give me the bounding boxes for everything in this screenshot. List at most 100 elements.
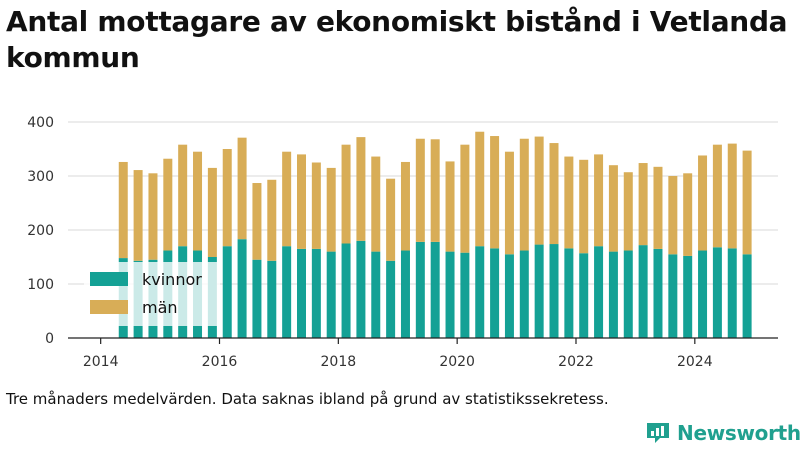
bar-kvinnor	[356, 240, 366, 338]
bar-kvinnor	[638, 245, 648, 338]
bar-man	[564, 156, 574, 249]
bar-kvinnor	[549, 244, 559, 338]
bar-man	[356, 137, 366, 241]
legend-label-man: män	[142, 298, 178, 317]
bar-kvinnor	[698, 250, 708, 338]
bar-kvinnor	[371, 251, 381, 338]
bar-man	[608, 165, 618, 252]
bar-man	[519, 138, 529, 251]
legend-swatch-man	[90, 300, 128, 314]
bar-man	[727, 143, 737, 249]
bar-man	[653, 166, 663, 249]
bar-kvinnor	[445, 251, 455, 338]
bar-man	[341, 144, 351, 244]
bar-man	[311, 162, 321, 249]
bar-man	[490, 136, 500, 249]
bar-kvinnor	[386, 260, 396, 338]
bar-kvinnor	[683, 255, 693, 338]
x-tick-label: 2018	[321, 354, 357, 370]
bar-kvinnor	[311, 248, 321, 338]
bar-kvinnor	[415, 241, 425, 338]
bar-kvinnor	[237, 239, 247, 338]
bar-man	[594, 154, 604, 247]
bar-kvinnor	[653, 248, 663, 338]
bar-man	[623, 172, 633, 251]
bar-kvinnor	[400, 250, 410, 338]
y-tick-label: 200	[27, 223, 54, 239]
bar-man	[415, 138, 425, 242]
bar-man	[282, 151, 292, 247]
bar-kvinnor	[296, 248, 306, 338]
bar-man	[237, 137, 247, 240]
bar-man	[400, 161, 410, 251]
bar-man	[579, 159, 589, 254]
bar-kvinnor	[712, 247, 722, 338]
x-tick-label: 2014	[83, 354, 119, 370]
bar-man	[445, 161, 455, 252]
brand-name: Newsworthy	[677, 421, 800, 445]
bar-man	[460, 144, 470, 253]
chart-title: Antal mottagare av ekonomiskt bistånd i …	[6, 5, 788, 74]
bar-man	[118, 161, 128, 259]
y-tick-label: 300	[27, 169, 54, 185]
y-tick-label: 100	[27, 277, 54, 293]
y-tick-label: 400	[27, 115, 54, 131]
bar-kvinnor	[594, 246, 604, 338]
bar-kvinnor	[460, 252, 470, 338]
y-tick-label: 0	[45, 331, 54, 347]
bar-man	[222, 149, 232, 247]
legend-label-kvinnor: kvinnor	[142, 270, 202, 289]
bar-man	[371, 156, 381, 252]
bar-man	[207, 167, 217, 257]
x-tick-label: 2022	[558, 354, 594, 370]
bar-kvinnor	[222, 246, 232, 338]
legend-swatch-kvinnor	[90, 272, 128, 286]
bar-man	[148, 173, 158, 260]
chart-footnote: Tre månaders medelvärden. Data saknas ib…	[6, 390, 609, 408]
bar-man	[638, 163, 648, 246]
bar-kvinnor	[475, 246, 485, 338]
bar-kvinnor	[341, 243, 351, 338]
bar-kvinnor	[326, 251, 336, 338]
bar-man	[296, 154, 306, 249]
bar-kvinnor	[534, 244, 544, 338]
bar-man	[430, 139, 440, 242]
brand-logo[interactable]: Newsworthy	[645, 420, 800, 446]
bar-kvinnor	[608, 251, 618, 338]
bar-kvinnor	[267, 260, 277, 338]
bar-man	[742, 150, 752, 255]
bar-man	[683, 173, 693, 256]
bar-kvinnor	[623, 250, 633, 338]
bar-kvinnor	[252, 259, 262, 338]
x-tick-label: 2024	[677, 354, 713, 370]
bar-man	[712, 144, 722, 248]
bar-kvinnor	[430, 241, 440, 338]
bar-man	[252, 183, 262, 260]
bar-man	[475, 131, 485, 247]
bar-man	[163, 158, 173, 251]
bar-kvinnor	[564, 248, 574, 338]
bar-kvinnor	[504, 254, 514, 338]
x-tick-label: 2016	[202, 354, 238, 370]
legend: kvinnor män	[84, 262, 220, 326]
bar-man	[504, 151, 514, 255]
bar-kvinnor	[490, 248, 500, 338]
bar-kvinnor	[579, 253, 589, 338]
bar-man	[178, 144, 188, 247]
bar-kvinnor	[519, 250, 529, 338]
bar-man	[668, 176, 678, 255]
bar-man	[326, 167, 336, 252]
bar-man	[698, 155, 708, 251]
bar-kvinnor	[282, 246, 292, 338]
bar-man	[133, 170, 143, 261]
x-tick-label: 2020	[439, 354, 475, 370]
bar-man	[534, 136, 544, 245]
bar-man	[386, 178, 396, 261]
bar-kvinnor	[742, 254, 752, 338]
bar-man	[549, 143, 559, 245]
bar-man	[267, 179, 277, 261]
bar-man	[193, 151, 203, 251]
bar-kvinnor	[668, 254, 678, 338]
bar-kvinnor	[727, 248, 737, 338]
